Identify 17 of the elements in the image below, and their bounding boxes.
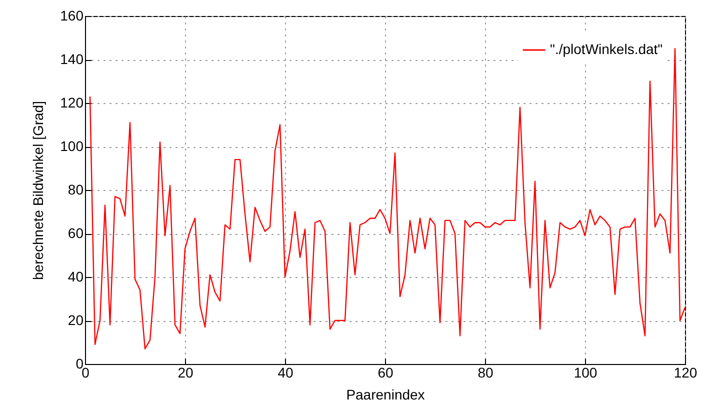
y-tick-label: 140 xyxy=(60,51,84,67)
x-tick-label: 40 xyxy=(278,364,294,380)
x-tick-label: 60 xyxy=(378,364,394,380)
x-tick-label: 80 xyxy=(478,364,494,380)
y-tick-label: 100 xyxy=(60,138,84,154)
y-tick-label: 80 xyxy=(68,182,84,198)
x-axis-title: Paarenindex xyxy=(346,386,425,402)
y-tick-label: 40 xyxy=(68,268,84,284)
x-tick-label: 100 xyxy=(574,364,598,380)
legend-label: "./plotWinkels.dat" xyxy=(550,41,663,57)
y-tick-label: 20 xyxy=(68,312,84,328)
y-axis-title: berechnete Bildwinkel [Grad] xyxy=(30,101,46,280)
x-tick-label: 120 xyxy=(674,364,698,380)
y-tick-label: 60 xyxy=(68,225,84,241)
y-tick-label: 160 xyxy=(60,8,84,24)
y-tick-label: 120 xyxy=(60,94,84,110)
x-tick-label: 20 xyxy=(178,364,194,380)
